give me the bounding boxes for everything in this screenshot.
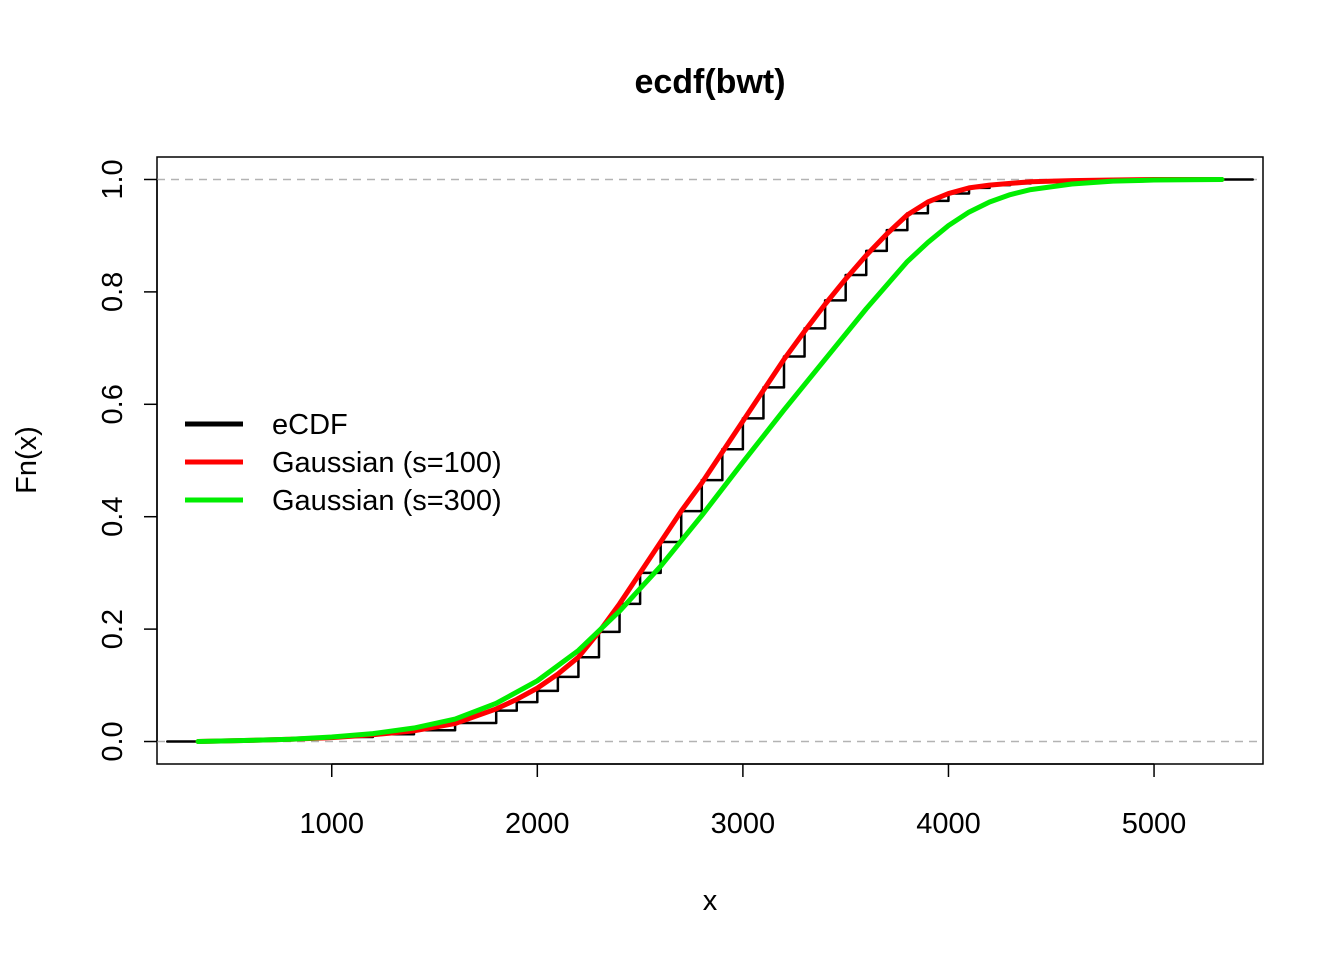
y-tick-label-1: 0.2 <box>97 609 129 649</box>
x-tick-label-0: 1000 <box>299 808 364 840</box>
y-tick-label-4: 0.8 <box>97 272 129 312</box>
y-tick-label-0: 0.0 <box>97 721 129 761</box>
legend-label-0: eCDF <box>272 409 348 441</box>
x-tick-label-3: 4000 <box>916 808 981 840</box>
series-line-1 <box>195 176 1225 745</box>
y-axis: 0.0 0.2 0.4 0.6 0.8 1.0 <box>97 159 158 762</box>
y-tick-label-2: 0.4 <box>97 497 129 537</box>
x-axis: 1000 2000 3000 4000 5000 <box>299 763 1187 840</box>
series-line-2 <box>195 176 1225 745</box>
y-axis-label: Fn(x) <box>11 426 43 494</box>
series-layer <box>166 176 1254 745</box>
legend-label-2: Gaussian (s=300) <box>272 485 502 517</box>
x-tick-label-2: 3000 <box>711 808 776 840</box>
chart-title: ecdf(bwt) <box>634 63 785 101</box>
legend: eCDF Gaussian (s=100) Gaussian (s=300) <box>185 409 502 517</box>
y-tick-label-3: 0.6 <box>97 384 129 424</box>
legend-label-1: Gaussian (s=100) <box>272 447 502 479</box>
y-tick-label-5: 1.0 <box>97 159 129 199</box>
x-tick-label-4: 5000 <box>1122 808 1187 840</box>
x-axis-label: x <box>703 885 718 917</box>
x-tick-label-1: 2000 <box>505 808 570 840</box>
reference-lines <box>157 178 1263 743</box>
